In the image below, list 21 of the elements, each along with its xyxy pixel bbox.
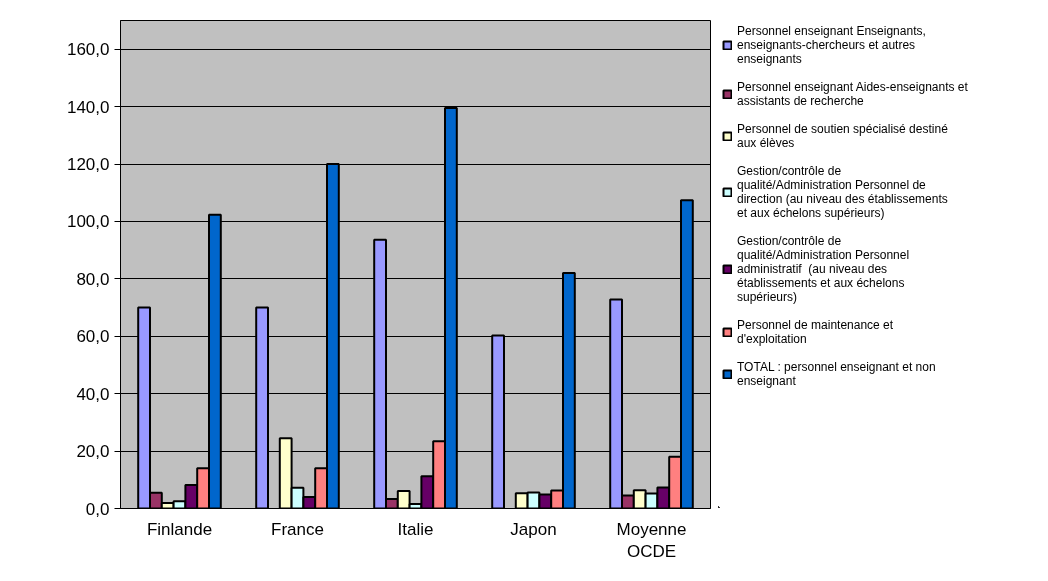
y-tick-label: 80,0 <box>76 269 110 289</box>
x-tick-label: Moyenne OCDE <box>616 519 687 562</box>
y-tick-label: 120,0 <box>66 155 110 175</box>
legend-label: Personnel enseignant Aides-enseignants et assistants de recherche <box>737 80 968 108</box>
x-tick-label: Italie <box>397 519 434 539</box>
y-tick-label: 40,0 <box>76 384 110 404</box>
legend-label: Gestion/contrôle de qualité/Administration Personnel de direction (au niveau des établissements et aux échelons supérieurs) <box>737 164 948 220</box>
legend-label: Personnel de maintenance et d'exploitation <box>737 318 894 346</box>
y-tick-label: 160,0 <box>66 40 110 60</box>
legend-label: Personnel enseignant Enseignants, enseignants-chercheurs et autres enseignants <box>737 24 926 66</box>
y-tick-label: 20,0 <box>76 442 110 462</box>
legend-label: TOTAL : personnel enseignant et non enseignant <box>737 360 936 388</box>
x-tick-label: Japon <box>510 519 557 539</box>
x-tick-label: Finlande <box>146 519 213 539</box>
x-tick-label: France <box>271 519 324 539</box>
legend-label: Gestion/contrôle de qualité/Administration Personnel administratif (au niveau des établissements et aux échelons supérieurs) <box>737 234 910 304</box>
y-tick-label: 100,0 <box>66 212 110 232</box>
y-tick-label: 140,0 <box>66 97 110 117</box>
y-tick-label: 60,0 <box>76 327 110 347</box>
y-tick-label: 0,0 <box>85 499 110 519</box>
legend-label: Personnel de soutien spécialisé destiné aux élèves <box>737 122 948 150</box>
